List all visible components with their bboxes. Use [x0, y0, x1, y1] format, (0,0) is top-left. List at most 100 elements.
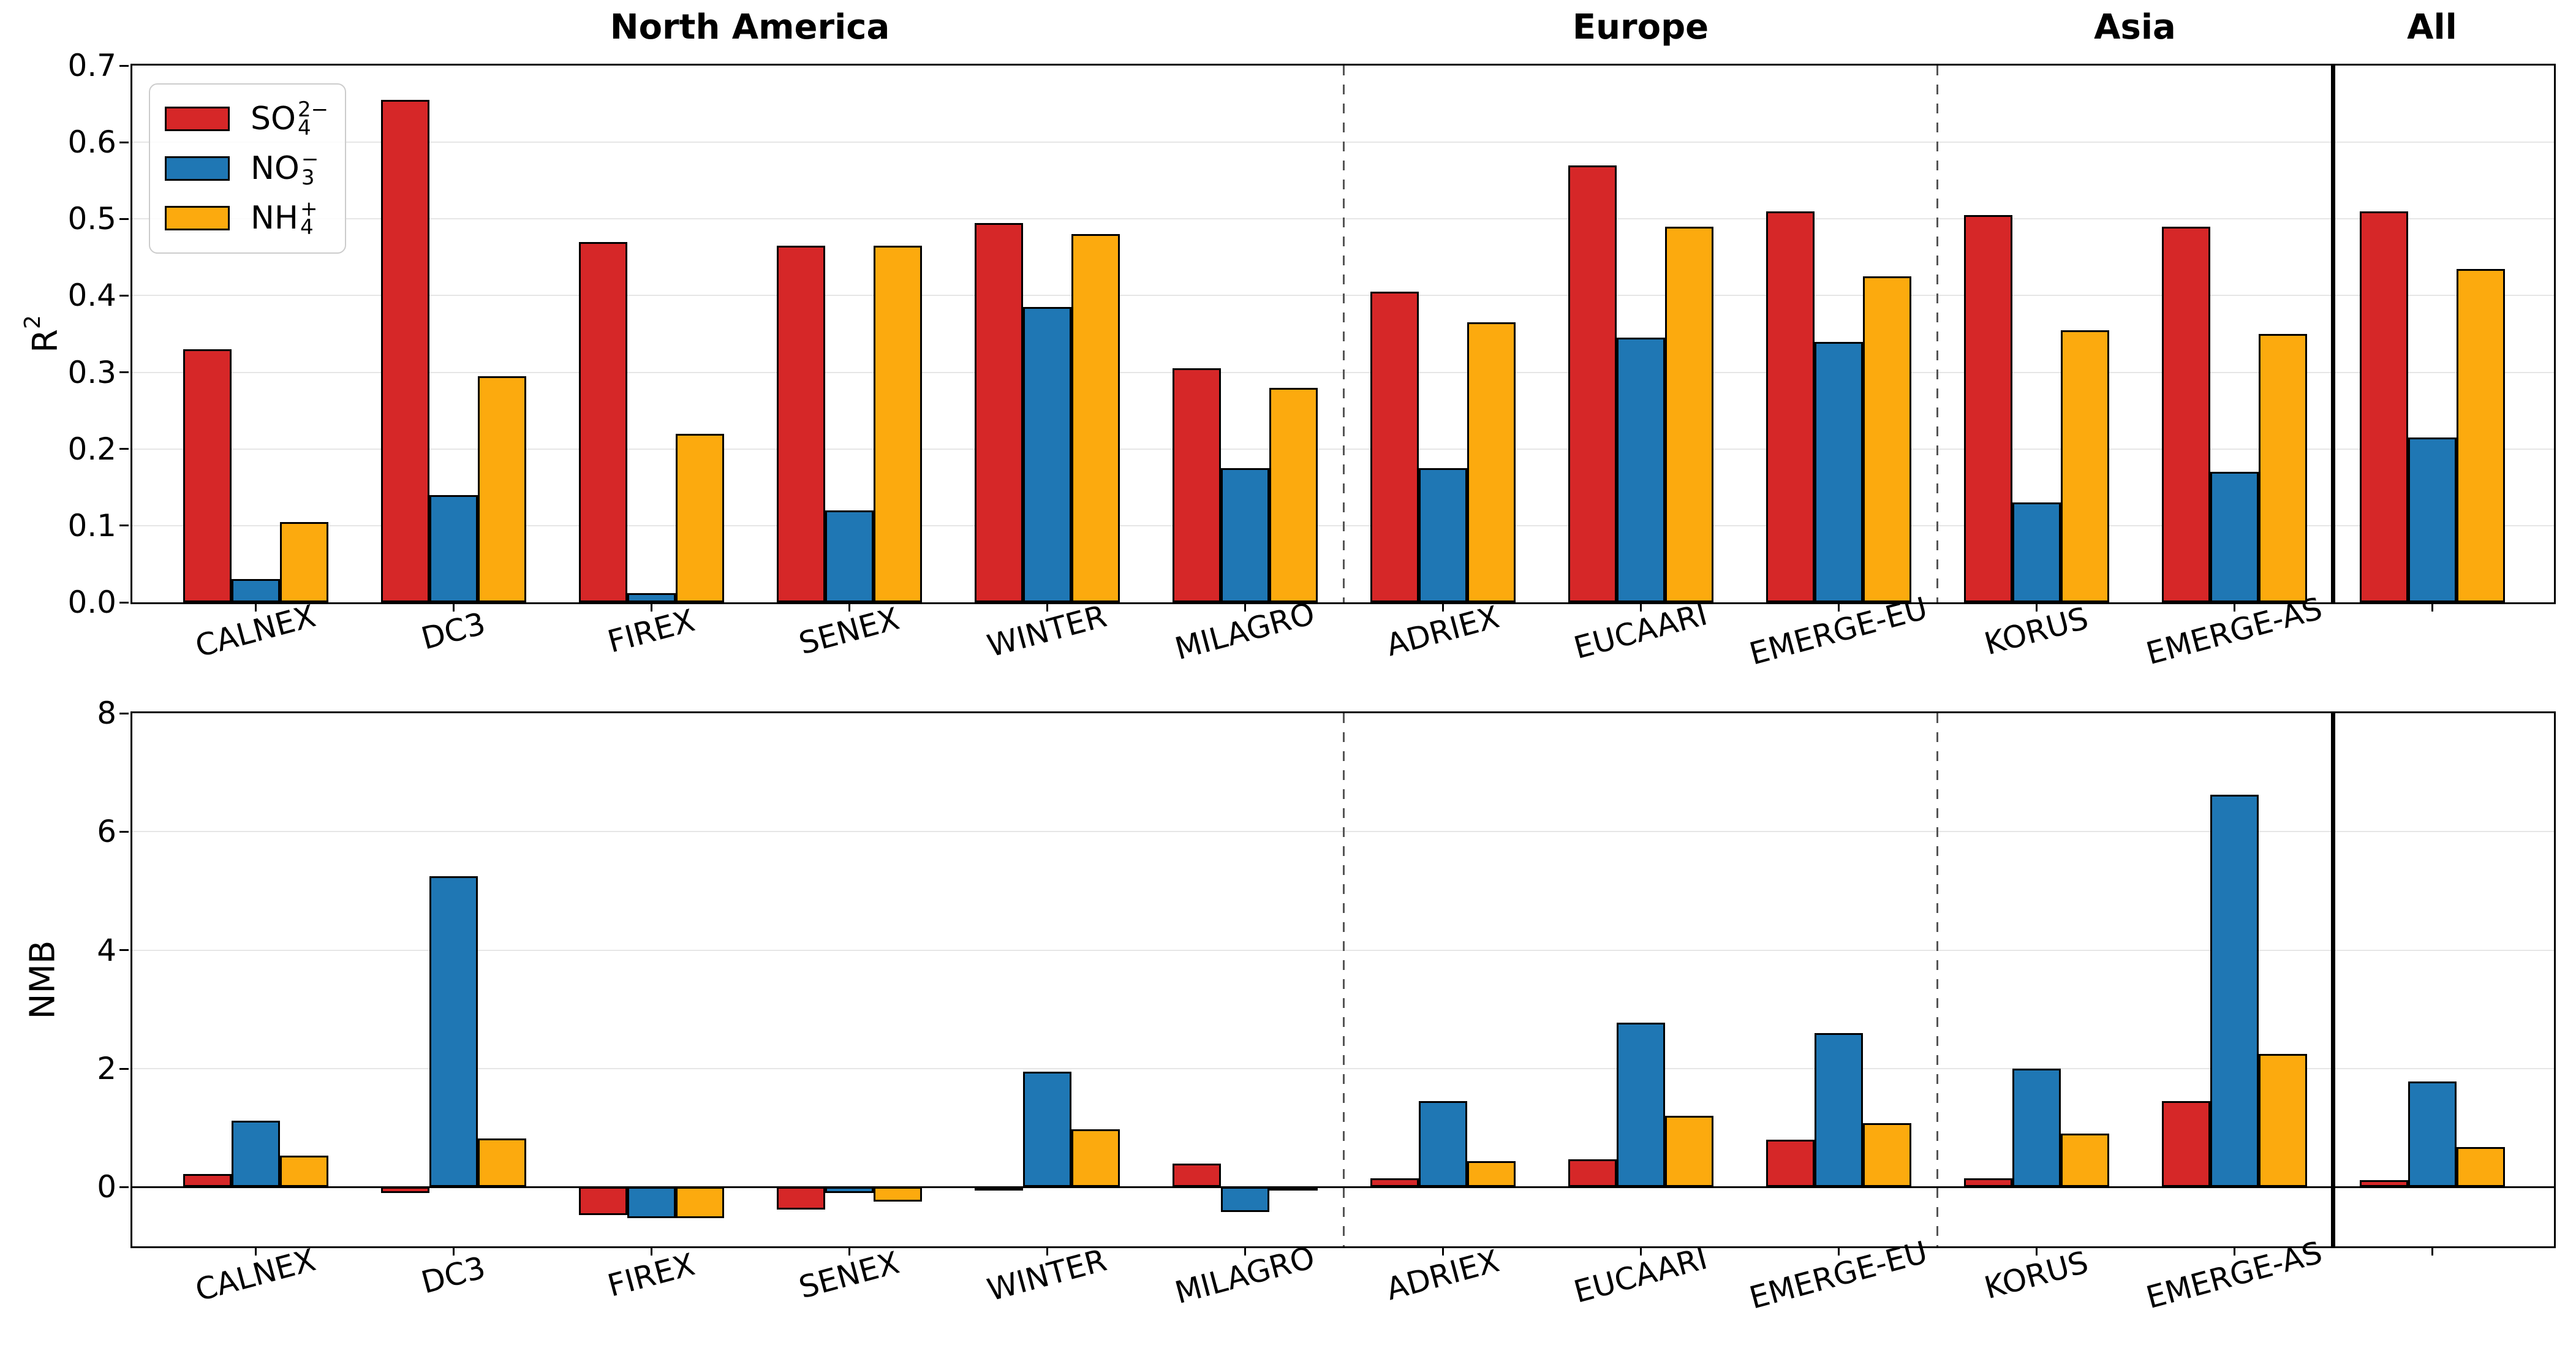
- bar-r2-all-nh4: [2456, 268, 2505, 602]
- x-tick-label-text: DC3: [417, 605, 489, 657]
- region-title-all: All: [2407, 7, 2457, 47]
- bar-nmb-calnex-nh4: [279, 1156, 328, 1187]
- y-tick-mark: [119, 64, 129, 67]
- bar-nmb-korus-nh4: [2060, 1134, 2109, 1187]
- y-axis-label-r2-base: R: [26, 328, 66, 353]
- bar-r2-eucaari-nh4: [1664, 226, 1713, 602]
- bar-r2-dc3-nh4: [477, 376, 526, 602]
- region-separator-dashed: [1343, 713, 1345, 1246]
- bar-r2-calnex-nh4: [279, 521, 328, 602]
- bar-nmb-all-no3: [2408, 1081, 2457, 1187]
- y-tick-label: 0.3: [67, 354, 116, 390]
- sulfate-swatch-icon: [165, 107, 230, 132]
- x-tick-mark: [254, 602, 257, 612]
- y-tick-mark: [119, 601, 129, 604]
- bar-nmb-emerge-as-nh4: [2258, 1053, 2307, 1187]
- bar-r2-calnex-so4: [183, 349, 232, 602]
- legend-label-sulfate-sup: 2−: [297, 97, 329, 123]
- y-tick-mark: [119, 712, 129, 714]
- bar-nmb-milagro-nh4: [1269, 1187, 1318, 1191]
- legend-label-nitrate-base: NO: [251, 150, 300, 187]
- bar-nmb-emerge-eu-no3: [1814, 1033, 1863, 1187]
- x-tick-mark: [1837, 1246, 1840, 1256]
- bar-r2-korus-no3: [2012, 502, 2061, 602]
- y-tick-label: 6: [97, 814, 116, 850]
- bar-nmb-dc3-no3: [429, 876, 478, 1187]
- y-tick-label: 0.4: [67, 278, 116, 314]
- bar-r2-emerge-eu-no3: [1814, 341, 1863, 602]
- bar-nmb-eucaari-so4: [1568, 1159, 1617, 1187]
- bar-nmb-calnex-so4: [183, 1174, 232, 1187]
- bar-nmb-eucaari-nh4: [1664, 1116, 1713, 1187]
- bar-r2-winter-nh4: [1071, 234, 1120, 602]
- bar-r2-dc3-no3: [429, 494, 478, 602]
- bar-r2-firex-so4: [578, 241, 627, 602]
- x-tick-label-text: DC3: [417, 1249, 489, 1301]
- x-tick-mark: [848, 1246, 850, 1256]
- bar-r2-emerge-as-no3: [2210, 472, 2259, 602]
- x-tick-mark: [1639, 1246, 1642, 1256]
- y-tick-label: 8: [97, 695, 116, 731]
- nmb-bar-panel: 0 2 4 6 8 CALNEX DC3 FIREX SENEX WINTER MILAGRO ADR…: [97, 695, 2556, 1316]
- legend-label-sulfate-scripts: 2− 4: [297, 97, 329, 141]
- bar-nmb-eucaari-no3: [1616, 1022, 1665, 1187]
- y-tick-mark: [119, 294, 129, 297]
- bar-r2-senex-no3: [825, 510, 874, 602]
- legend-label-ammonium-sub: 4: [300, 214, 314, 240]
- legend-label-nitrate-sub: 3: [301, 165, 315, 190]
- y-tick-mark: [119, 448, 129, 450]
- ammonium-swatch-icon: [165, 205, 230, 230]
- bar-nmb-winter-so4: [974, 1187, 1023, 1191]
- y-tick-label: 0: [97, 1169, 116, 1205]
- bar-nmb-firex-nh4: [675, 1187, 724, 1218]
- bar-nmb-all-so4: [2359, 1180, 2408, 1187]
- y-tick-mark: [119, 218, 129, 220]
- x-tick-mark: [1244, 1246, 1246, 1256]
- x-tick-mark: [848, 602, 850, 612]
- legend: SO 2− 4 NO − 3 NH +: [149, 83, 346, 254]
- y-tick-label: 0.0: [67, 585, 116, 620]
- y-tick-label: 0.2: [67, 431, 116, 467]
- region-separator-solid: [2331, 66, 2335, 602]
- bar-nmb-emerge-as-so4: [2161, 1101, 2210, 1187]
- nitrate-swatch-icon: [165, 156, 230, 181]
- region-separator-dashed: [1343, 66, 1345, 602]
- bar-r2-milagro-so4: [1172, 368, 1221, 602]
- legend-label-ammonium: NH + 4: [251, 199, 318, 240]
- legend-label-sulfate-base: SO: [251, 100, 296, 138]
- y-tick-label: 0.1: [67, 507, 116, 544]
- legend-label-ammonium-base: NH: [251, 199, 298, 237]
- r2-bar-panel: SO 2− 4 NO − 3 NH +: [67, 48, 2556, 672]
- bar-nmb-emerge-as-no3: [2210, 795, 2259, 1187]
- bar-nmb-adriex-nh4: [1467, 1161, 1516, 1187]
- bar-r2-adriex-so4: [1370, 292, 1419, 602]
- bar-r2-all-so4: [2359, 211, 2408, 602]
- y-tick-mark: [119, 525, 129, 527]
- bar-r2-calnex-no3: [231, 579, 280, 602]
- y-tick-label: 0.6: [67, 124, 116, 161]
- bar-r2-emerge-eu-so4: [1766, 211, 1815, 602]
- x-tick-mark: [650, 602, 652, 612]
- legend-label-sulfate-sub: 4: [297, 116, 311, 141]
- x-tick-mark: [650, 1246, 652, 1256]
- legend-entry-ammonium: NH + 4: [165, 199, 330, 240]
- legend-label-nitrate: NO − 3: [251, 149, 319, 190]
- bar-nmb-adriex-no3: [1418, 1101, 1467, 1187]
- x-tick-mark: [1639, 602, 1642, 612]
- bar-r2-eucaari-so4: [1568, 165, 1617, 602]
- y-tick-mark: [119, 1067, 129, 1070]
- y-tick-mark: [119, 141, 129, 143]
- bar-r2-korus-so4: [1963, 215, 2012, 602]
- y-axis-label-r2-sup: 2: [20, 315, 45, 329]
- y-tick-label: 0.7: [67, 48, 116, 83]
- x-tick-mark: [1837, 602, 1840, 612]
- x-tick-mark: [1046, 1246, 1048, 1256]
- bar-r2-adriex-nh4: [1467, 322, 1516, 602]
- bar-nmb-emerge-eu-nh4: [1862, 1123, 1911, 1187]
- bar-r2-emerge-as-nh4: [2258, 334, 2307, 602]
- bar-nmb-dc3-nh4: [477, 1138, 526, 1187]
- x-tick-mark: [2233, 1246, 2235, 1256]
- x-tick-mark: [254, 1246, 257, 1256]
- bar-nmb-winter-no3: [1022, 1071, 1071, 1187]
